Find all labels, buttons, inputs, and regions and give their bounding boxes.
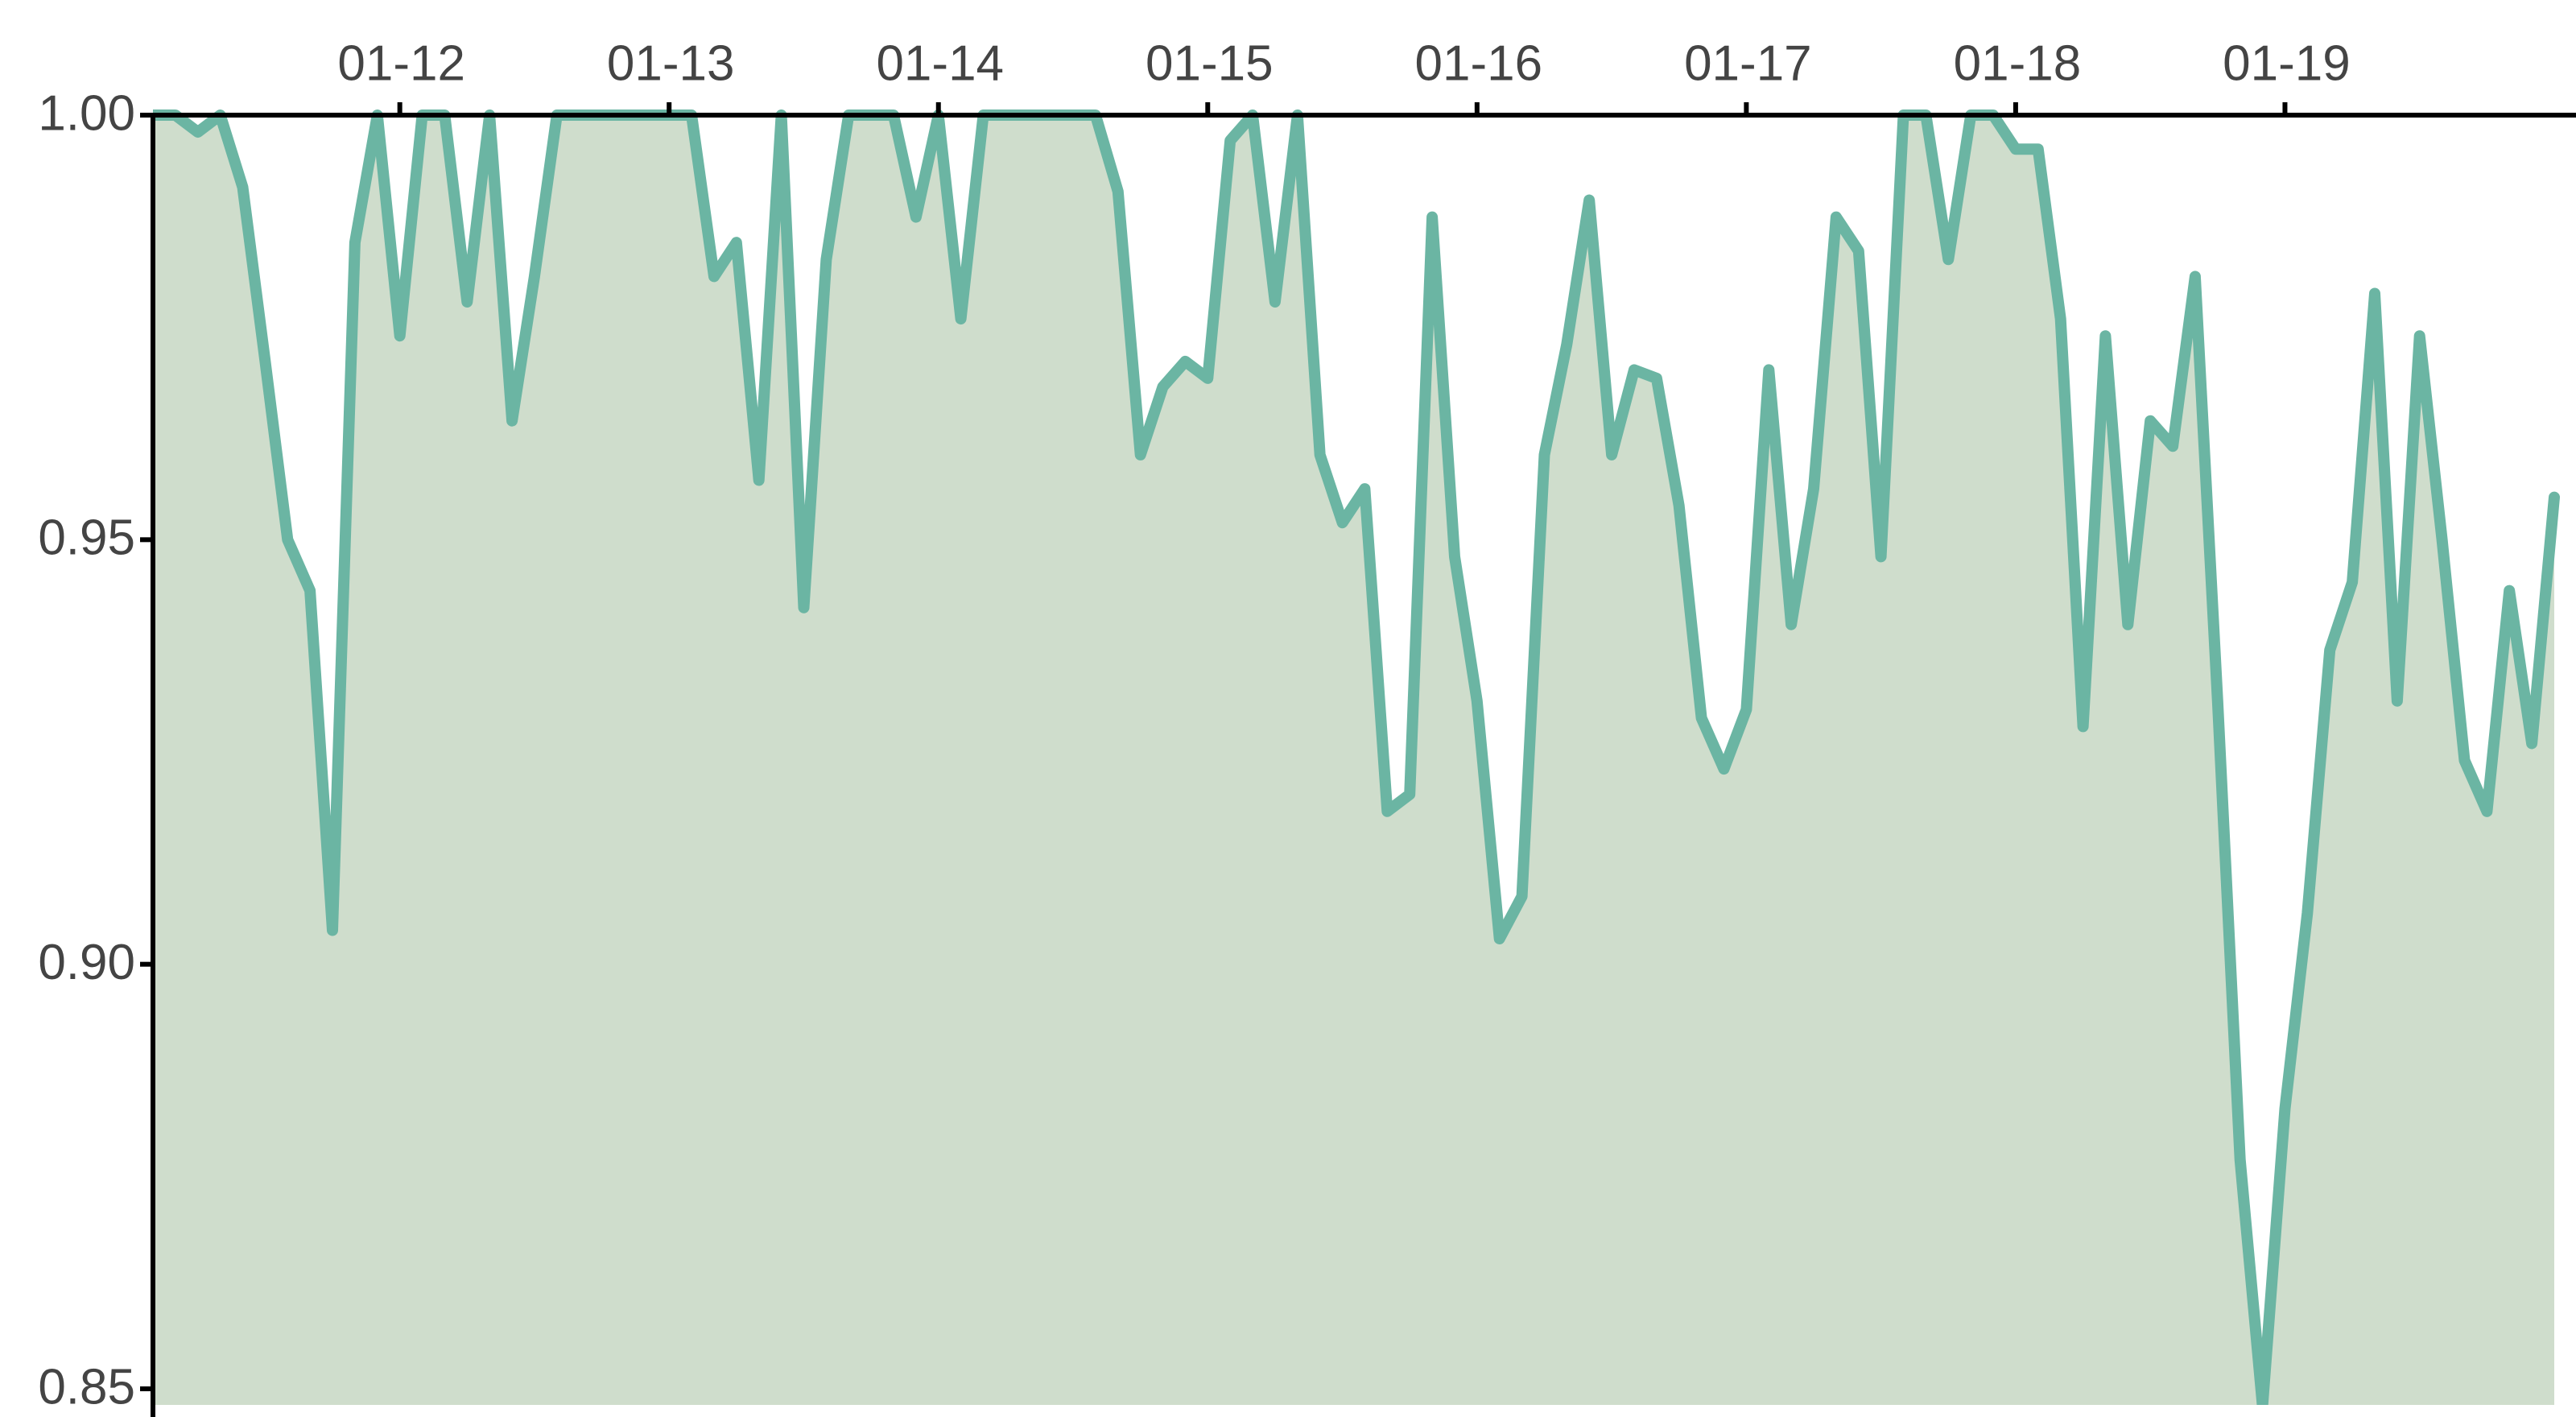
area-line <box>153 109 2560 1405</box>
x-tick-label: 01-18 <box>1954 35 2082 91</box>
x-tick-label: 01-13 <box>607 35 735 91</box>
x-tick-label: 01-17 <box>1684 35 1812 91</box>
x-tick-label: 01-19 <box>2223 35 2351 91</box>
x-tick-label: 01-16 <box>1415 35 1543 91</box>
x-tick-label: 01-15 <box>1146 35 1274 91</box>
y-tick-label: 0.95 <box>38 510 135 566</box>
y-tick-label: 1.00 <box>38 85 135 141</box>
x-tick-label: 01-14 <box>876 35 1004 91</box>
y-tick-label: 0.90 <box>38 935 135 990</box>
y-tick-label: 0.85 <box>38 1359 135 1415</box>
plot-area <box>153 109 2560 1405</box>
x-tick-label: 01-12 <box>337 35 465 91</box>
